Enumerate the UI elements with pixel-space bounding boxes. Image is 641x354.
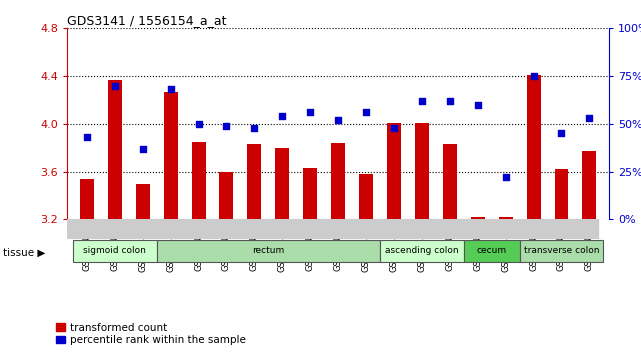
Point	[305, 110, 315, 115]
Bar	[583, 152, 596, 219]
Point	[165, 87, 176, 92]
Bar	[443, 144, 457, 219]
Bar	[554, 169, 569, 219]
Bar	[499, 217, 513, 219]
Point	[556, 131, 567, 136]
Bar	[73, 240, 156, 263]
Point	[333, 117, 344, 123]
Bar	[303, 168, 317, 219]
Bar	[464, 240, 520, 263]
Point	[585, 115, 595, 121]
Bar	[520, 240, 603, 263]
Legend: transformed count, percentile rank within the sample: transformed count, percentile rank withi…	[56, 322, 246, 345]
Point	[417, 98, 427, 104]
Point	[277, 113, 287, 119]
Bar	[156, 240, 380, 263]
Bar	[415, 123, 429, 219]
Point	[472, 102, 483, 108]
Text: transverse colon: transverse colon	[524, 246, 599, 255]
Point	[194, 121, 204, 127]
Bar	[387, 123, 401, 219]
Bar	[380, 240, 464, 263]
Text: ascending colon: ascending colon	[385, 246, 459, 255]
Bar	[80, 179, 94, 219]
Bar	[219, 172, 233, 219]
Text: cecum: cecum	[477, 246, 507, 255]
Bar	[359, 174, 373, 219]
Point	[528, 73, 538, 79]
Bar	[470, 217, 485, 219]
Point	[389, 125, 399, 131]
Bar	[192, 142, 206, 219]
Text: rectum: rectum	[252, 246, 285, 255]
Point	[445, 98, 455, 104]
Point	[249, 125, 260, 131]
Bar	[275, 148, 289, 219]
Text: GDS3141 / 1556154_a_at: GDS3141 / 1556154_a_at	[67, 14, 227, 27]
Point	[110, 83, 120, 88]
Point	[361, 110, 371, 115]
Bar	[136, 184, 149, 219]
Bar	[527, 75, 540, 219]
Bar	[108, 80, 122, 219]
Point	[138, 146, 148, 152]
Text: sigmoid colon: sigmoid colon	[83, 246, 146, 255]
Bar	[331, 143, 345, 219]
Point	[501, 175, 511, 180]
Bar	[247, 144, 262, 219]
Text: tissue ▶: tissue ▶	[3, 248, 46, 258]
Bar	[163, 92, 178, 219]
Point	[221, 123, 231, 129]
Point	[81, 135, 92, 140]
